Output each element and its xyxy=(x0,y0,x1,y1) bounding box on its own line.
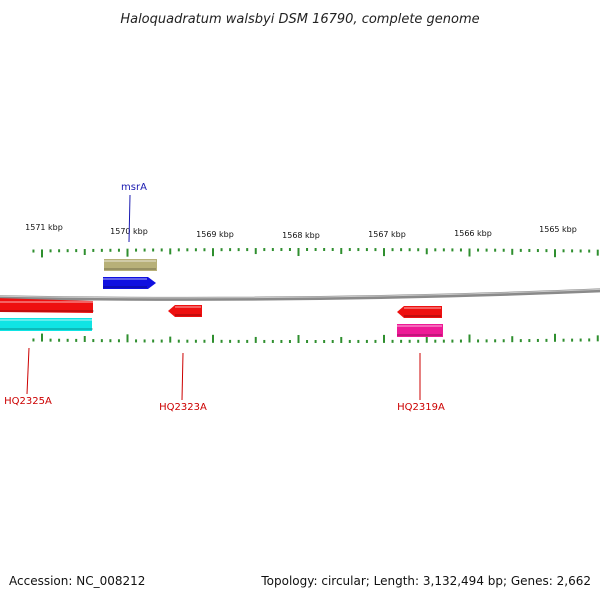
accession-text: Accession: NC_008212 xyxy=(9,574,146,588)
scale-label: 1571 kbp xyxy=(25,223,63,232)
HQ2323A-gene[interactable] xyxy=(168,305,202,317)
lower-gene-magenta[interactable] xyxy=(397,324,443,337)
scale-label: 1568 kbp xyxy=(282,231,320,240)
feature-shape xyxy=(397,324,443,337)
feature-shape xyxy=(103,277,156,289)
feature-highlight xyxy=(404,307,441,309)
label-leader-line xyxy=(26,347,30,395)
feature-shape xyxy=(0,318,92,331)
gene-features xyxy=(0,259,443,337)
feature-shade xyxy=(0,310,94,312)
feature-shade xyxy=(175,314,201,316)
genome-backbone-highlight xyxy=(0,288,600,299)
feature-shade xyxy=(104,268,156,270)
HQ2319A-gene[interactable] xyxy=(397,306,442,318)
HQ2325A-gene[interactable] xyxy=(0,298,94,313)
HQ2325A-label[interactable]: HQ2325A xyxy=(4,396,52,407)
scale-label: 1565 kbp xyxy=(539,225,577,234)
scale-label: 1567 kbp xyxy=(368,230,406,239)
label-leader-line xyxy=(128,194,131,243)
msrA-label[interactable]: msrA xyxy=(121,182,147,193)
genome-title: Haloquadratum walsbyi DSM 16790, complet… xyxy=(120,12,479,27)
feature-highlight xyxy=(175,306,201,308)
feature-highlight xyxy=(0,319,93,321)
HQ2319A-label[interactable]: HQ2319A xyxy=(397,402,445,413)
feature-shade xyxy=(397,334,442,336)
feature-shade xyxy=(404,315,441,317)
scale-label: 1566 kbp xyxy=(454,229,492,238)
feature-shape xyxy=(168,305,202,317)
genome-backbone xyxy=(0,288,600,301)
feature-shade xyxy=(103,286,147,288)
msrA-gene[interactable] xyxy=(103,277,156,289)
feature-highlight xyxy=(397,325,442,327)
lower-gene-cyan[interactable] xyxy=(0,318,93,331)
feature-shape xyxy=(104,259,157,271)
outer-tick-marks xyxy=(32,248,599,258)
feature-shape xyxy=(397,306,442,318)
feature-highlight xyxy=(103,278,147,280)
gene-labels: msrA HQ2325A HQ2323A HQ2319A xyxy=(4,182,445,413)
feature-highlight xyxy=(104,260,156,262)
scale-labels: 1571 kbp 1570 kbp 1569 kbp 1568 kbp 1567 kbp… xyxy=(25,223,577,240)
feature-shape xyxy=(0,298,93,313)
genome-stats-text: Topology: circular; Length: 3,132,494 bp… xyxy=(261,574,591,588)
scale-label: 1569 kbp xyxy=(196,230,234,239)
feature-shade xyxy=(0,328,93,330)
label-leader-line xyxy=(181,352,184,401)
HQ2323A-label[interactable]: HQ2323A xyxy=(159,402,207,413)
feature-highlight xyxy=(0,301,94,303)
upper-gene-olive[interactable] xyxy=(104,259,157,271)
inner-tick-marks xyxy=(32,333,599,343)
